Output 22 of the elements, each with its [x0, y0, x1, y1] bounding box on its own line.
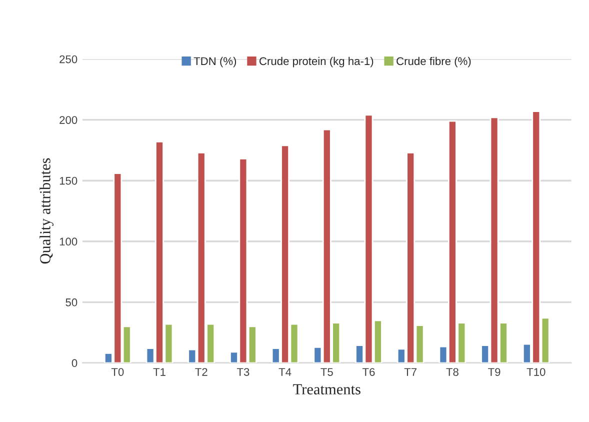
x-tick-label: T8 — [446, 368, 458, 376]
x-tick-label: T0 — [111, 368, 124, 376]
y-tick-label: 0 — [72, 359, 78, 368]
y-tick-label: 250 — [60, 55, 78, 64]
x-tick-label: T9 — [488, 368, 500, 376]
legend-label: TDN (%) — [194, 56, 236, 68]
x-tick-label: T4 — [278, 368, 292, 376]
x-axis-title: Treatments — [293, 384, 360, 394]
y-tick-label: 200 — [60, 116, 78, 124]
legend-label: Crude fibre (%) — [396, 56, 471, 68]
y-tick-label: 100 — [60, 238, 78, 246]
y-tick-label: 50 — [66, 298, 78, 306]
y-tick-label: 150 — [60, 176, 78, 185]
x-tick-label: T10 — [526, 368, 546, 376]
x-tick-label: T3 — [236, 368, 250, 376]
x-tick-label: T1 — [153, 368, 166, 376]
x-tick-label: T5 — [320, 368, 333, 376]
y-axis-title: Quality attributes — [40, 158, 54, 264]
x-tick-label: T7 — [404, 368, 417, 376]
x-tick-label: T2 — [195, 368, 208, 376]
legend-label: Crude protein (kg ha-1) — [260, 56, 374, 68]
x-tick-label: T6 — [362, 368, 375, 376]
